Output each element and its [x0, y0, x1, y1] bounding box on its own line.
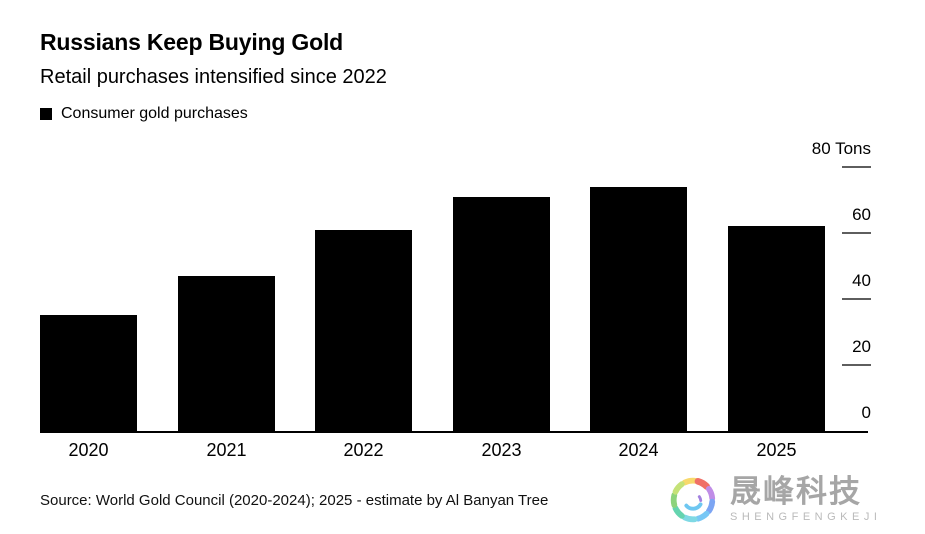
y-axis-label-20: 20 — [852, 337, 871, 356]
x-axis-label-2025: 2025 — [756, 440, 797, 460]
bar-2025 — [728, 226, 825, 431]
y-axis-label-0: 0 — [861, 403, 871, 422]
watermark-latin-name: SHENGFENGKEJI — [730, 511, 882, 523]
y-axis-label-40: 40 — [852, 271, 871, 290]
swirl-logo-icon — [670, 477, 716, 523]
bar-2024 — [590, 187, 687, 431]
watermark-cjk-name: 晟峰科技 — [730, 474, 862, 510]
y-axis-tick-40 — [842, 298, 871, 300]
bar-2020 — [40, 315, 137, 431]
y-axis-label-60: 60 — [852, 205, 871, 224]
bar-2021 — [178, 276, 275, 431]
x-axis-label-2024: 2024 — [618, 440, 659, 460]
watermark-text: 晟峰科技 SHENGFENGKEJI — [730, 477, 881, 523]
watermark: 晟峰科技 SHENGFENGKEJI — [664, 471, 881, 529]
chart-legend: Consumer gold purchases — [40, 105, 248, 123]
x-axis-baseline — [40, 431, 868, 433]
bar-2022 — [315, 230, 412, 431]
legend-label: Consumer gold purchases — [61, 105, 248, 122]
chart-subtitle: Retail purchases intensified since 2022 — [40, 66, 387, 88]
chart-title: Russians Keep Buying Gold — [40, 29, 343, 55]
legend-swatch-icon — [40, 108, 52, 120]
x-axis-label-2023: 2023 — [481, 440, 522, 460]
bar-2023 — [453, 197, 550, 431]
y-axis-tick-60 — [842, 232, 871, 234]
x-axis-label-2021: 2021 — [206, 440, 247, 460]
x-axis-label-2020: 2020 — [68, 440, 109, 460]
x-axis-label-2022: 2022 — [343, 440, 384, 460]
y-axis-tick-80 — [842, 166, 871, 168]
y-axis-tick-20 — [842, 364, 871, 366]
y-axis-label-80: 80 Tons — [811, 139, 871, 158]
source-note: Source: World Gold Council (2020-2024); … — [40, 492, 549, 509]
